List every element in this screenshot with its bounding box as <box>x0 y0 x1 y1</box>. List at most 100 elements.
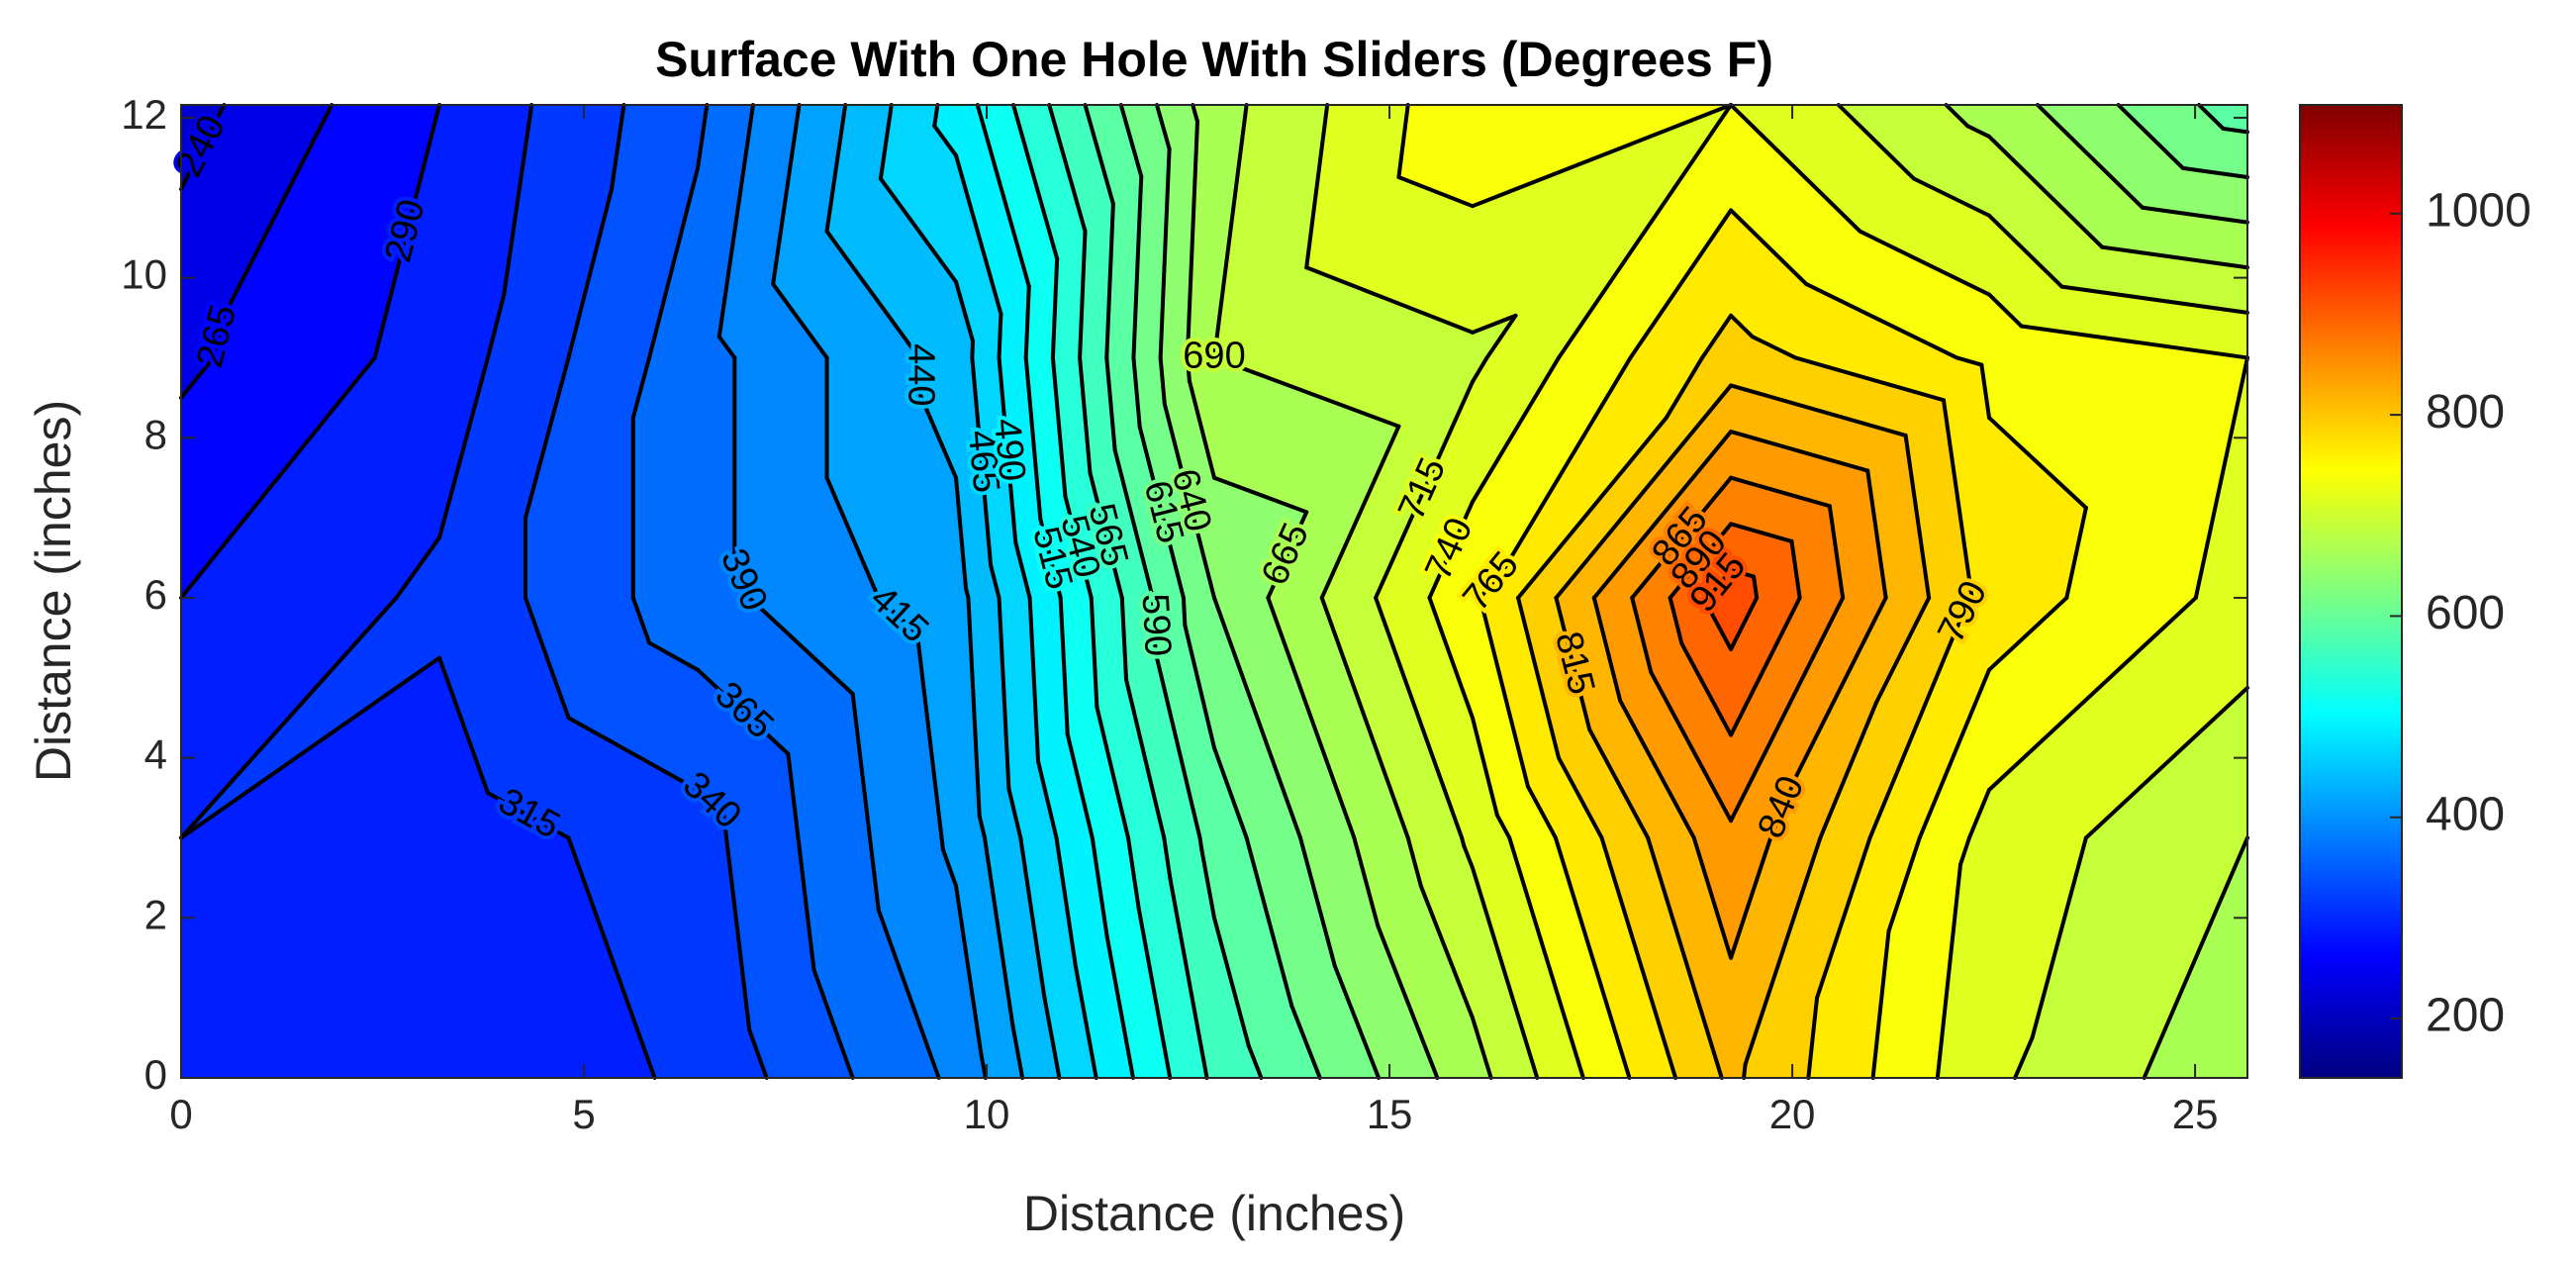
contour-line <box>1917 667 1992 840</box>
y-tick-label: 0 <box>144 1051 167 1098</box>
contour-line <box>566 187 615 360</box>
contour-line <box>966 595 982 819</box>
contour-line <box>1396 174 1475 209</box>
contour-line <box>1591 430 1734 600</box>
contour-line <box>1729 835 1773 960</box>
contour-line <box>1181 595 1188 628</box>
contour-line <box>716 103 755 340</box>
contour-line <box>1557 103 1734 360</box>
contour-line <box>1470 355 1561 504</box>
contour-line <box>1478 595 1530 789</box>
colorbar <box>2299 104 2403 1079</box>
contour-line <box>696 103 710 170</box>
contour-line <box>1090 835 1109 940</box>
contour-line <box>1050 256 1060 360</box>
contour-line <box>179 355 216 400</box>
contour-line <box>1729 567 1757 579</box>
contour-line <box>1599 835 1633 933</box>
contour-line <box>1246 1043 1264 1080</box>
contour-line <box>954 883 984 1057</box>
contour-line <box>939 835 945 852</box>
contour-line <box>1427 499 1475 600</box>
contour-line <box>1742 1062 1748 1080</box>
contour-line <box>747 595 855 696</box>
contour-line <box>1729 475 1832 509</box>
contour-line <box>1357 701 1410 840</box>
contour-line <box>1987 213 2064 289</box>
contour-line <box>566 835 604 930</box>
contour-line <box>1011 103 1060 261</box>
contour-line <box>1941 398 1974 600</box>
contour-label: 465 <box>960 429 1006 495</box>
contour-line <box>179 103 227 192</box>
contour-line <box>1078 229 1088 360</box>
contour-line <box>1304 265 1475 335</box>
contour-line <box>1804 281 1959 360</box>
contour-line <box>1806 996 1820 1080</box>
x-tick-label: 5 <box>572 1091 595 1137</box>
contour-line <box>1516 595 1561 760</box>
contour-line <box>983 835 1015 1027</box>
contour-line <box>222 103 334 318</box>
contour-line <box>2064 506 2088 600</box>
contour-line <box>954 279 976 343</box>
contour-line <box>1827 504 1846 600</box>
contour-line <box>1729 595 1846 824</box>
contour-line <box>485 292 507 360</box>
contour-line <box>1023 355 1043 522</box>
contour-line <box>610 103 626 192</box>
contour-line <box>1078 355 1093 476</box>
x-axis-label: Distance (inches) <box>1023 1186 1405 1241</box>
contour-line <box>1706 595 1715 618</box>
colorbar-tick-label: 400 <box>2426 788 2505 840</box>
contour-line <box>1155 103 1172 151</box>
contour-line <box>1729 595 1760 651</box>
contour-line <box>1700 313 1734 360</box>
contour-line <box>997 595 1011 791</box>
contour-label: 490 <box>986 417 1032 483</box>
x-tick-label: 10 <box>964 1091 1010 1137</box>
contour-line <box>1470 865 1525 1033</box>
contour-line <box>524 355 571 521</box>
contour-line <box>1212 355 1401 429</box>
contour-line <box>932 103 940 129</box>
contour-line <box>1212 595 1282 780</box>
contour-line <box>1628 928 1678 1080</box>
contour-line <box>1183 623 1216 750</box>
contour-line <box>1054 835 1078 969</box>
contour-line <box>1793 595 1888 780</box>
contour-line <box>1266 595 1322 742</box>
contour-line <box>1319 424 1401 600</box>
contour-line <box>1750 335 1798 360</box>
contour-line <box>2013 1035 2035 1080</box>
contour-line <box>599 925 657 1080</box>
contour-line <box>1628 208 1734 360</box>
contour-line <box>1405 835 1423 888</box>
contour-line <box>1646 835 1669 901</box>
contour-line <box>1484 1062 1493 1080</box>
contour-line <box>1104 201 1115 360</box>
contour-line <box>1212 916 1251 1048</box>
contour-line <box>1525 784 1558 840</box>
contour-line <box>1987 595 2198 792</box>
contour-line <box>732 561 752 600</box>
contour-line <box>1557 755 1604 840</box>
contour-line <box>1987 416 2088 511</box>
contour-line <box>1244 835 1294 1009</box>
contour-line <box>824 475 881 600</box>
contour-line <box>1317 737 1357 840</box>
contour-line <box>932 124 959 158</box>
contour-line <box>876 908 941 1080</box>
contour-line <box>1150 595 1158 655</box>
contour-line <box>1865 468 1888 600</box>
contour-line <box>1706 567 1734 600</box>
contour-line <box>502 103 534 297</box>
contour-line <box>1438 626 1475 721</box>
contour-line <box>1277 775 1302 840</box>
contour-line <box>436 355 490 540</box>
contour-line <box>1729 522 1794 543</box>
contour-line <box>1199 847 1216 921</box>
contour-line <box>1592 962 1632 1080</box>
contour-line <box>1073 964 1098 1080</box>
